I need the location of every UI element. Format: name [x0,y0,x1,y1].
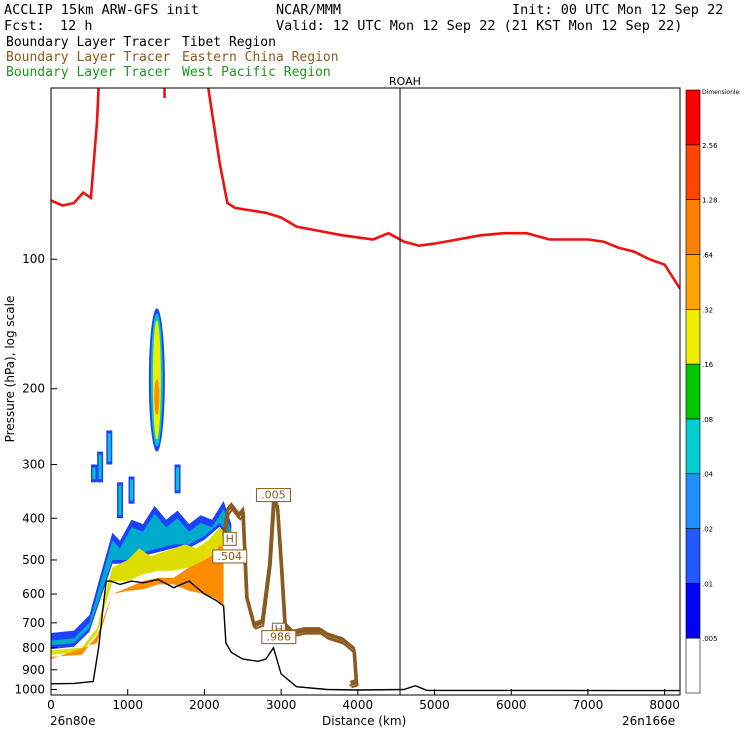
y-tick-label: 800 [22,641,45,655]
legend-tibet-left: Boundary Layer Tracer [6,35,171,50]
colorbar-swatch [685,308,701,365]
fcst-label: Fcst: [4,18,45,34]
colorbar-swatch [685,363,701,420]
contour-label: .504 [217,550,242,563]
colorbar-level: .005 [702,635,718,643]
x-tick-label: 5000 [419,698,450,712]
x-tick-label: 6000 [496,698,527,712]
y-tick-label: 500 [22,553,45,567]
legend-westpacific-left: Boundary Layer Tracer [6,65,171,80]
legend-eastchina-right: Eastern China Region [182,50,339,65]
eastchina-contour [222,499,357,687]
x-tick-label: 7000 [573,698,604,712]
colorbar-swatch [685,583,701,639]
colorbar-level: .32 [702,306,713,314]
tracer-layer-0p32 [51,527,228,655]
tracer-spike-core [98,454,102,480]
y-tick-label: 400 [22,511,45,525]
contour-label-box [261,630,297,645]
tropopause-line [51,88,680,290]
legend-westpacific-right: West Pacific Region [182,65,331,80]
fcst-value: 12 h [60,18,93,34]
tracer-layer-0p08 [51,508,232,646]
y-tick-label: 700 [22,616,45,630]
contour-label: .005 [261,489,286,502]
colorbar-level: .16 [702,361,714,369]
colorbar-level: .02 [702,526,713,534]
x-tick-label: 8000 [649,698,680,712]
y-tick-label: 300 [22,458,45,472]
legend-tibet-right: Tibet Region [182,35,276,50]
tracer-spike-core [130,479,134,501]
tracer-plume-core [154,379,160,415]
tracer-spike-core [107,433,111,462]
colorbar-swatch [685,637,701,694]
end-label: 26n166e [622,714,676,728]
colorbar-level: .08 [702,416,713,424]
colorbar-swatch [685,418,701,475]
y-tick-label: 200 [22,382,45,396]
x-tick-label: 2000 [189,698,220,712]
y-tick-label: 900 [22,663,45,677]
eastchina-contour [223,501,359,689]
contour-label: H [226,532,234,545]
marker-label: ROAH [389,75,421,88]
tracer-spike-core [92,467,96,480]
legend-eastchina-left: Boundary Layer Tracer [6,50,171,65]
colorbar-swatch [685,528,701,584]
tracer-spike-core [118,485,122,516]
model-title: ACCLIP 15km ARW-GFS init [4,2,200,18]
colorbar-level: .64 [702,251,714,259]
terrain-line [51,578,680,692]
valid-time: Valid: 12 UTC Mon 12 Sep 22 (21 KST Mon … [276,18,683,34]
colorbar-swatch [685,144,701,200]
contour-label: H [275,623,283,636]
colorbar-level: .01 [702,580,713,588]
colorbar-swatch [685,473,701,529]
contour-label-box [222,531,237,546]
org-label: NCAR/MMM [276,2,342,18]
contour-label: .986 [267,631,292,644]
x-tick-label: 0 [47,698,55,712]
x-tick-label: 1000 [112,698,143,712]
colorbar-swatch [685,199,701,255]
init-time: Init: 00 UTC Mon 12 Sep 22 [512,2,724,18]
y-axis-title: Pressure (hPa), log scale [3,295,17,443]
colorbar-swatch [685,89,701,146]
y-tick-label: 600 [22,587,45,601]
contour-label-box [212,549,248,564]
colorbar-swatch [685,254,701,310]
colorbar-level: 1.28 [702,197,718,205]
y-tick-label: 100 [22,252,45,266]
x-tick-label: 3000 [266,698,297,712]
x-axis-title: Distance (km) [322,714,407,728]
start-label: 26n80e [50,714,96,728]
tracer-spike-core [176,467,180,491]
colorbar-level: .04 [702,471,714,479]
contour-label-box [255,488,291,503]
colorbar-title: Dimensionless [702,89,740,96]
plot-frame [50,87,681,696]
x-tick-label: 4000 [343,698,374,712]
colorbar-level: 2.56 [702,142,718,150]
y-tick-label: 1000 [14,682,45,696]
